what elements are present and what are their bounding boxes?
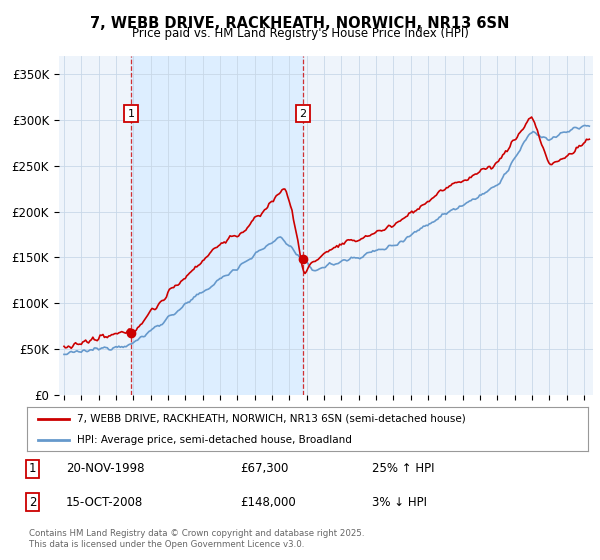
- Bar: [131, 56, 303, 395]
- Text: 2: 2: [29, 496, 36, 509]
- Text: £148,000: £148,000: [240, 496, 296, 509]
- Text: 1: 1: [29, 462, 36, 475]
- Text: 7, WEBB DRIVE, RACKHEATH, NORWICH, NR13 6SN: 7, WEBB DRIVE, RACKHEATH, NORWICH, NR13 …: [91, 16, 509, 31]
- Text: 7, WEBB DRIVE, RACKHEATH, NORWICH, NR13 6SN (semi-detached house): 7, WEBB DRIVE, RACKHEATH, NORWICH, NR13 …: [77, 414, 466, 424]
- Text: Price paid vs. HM Land Registry's House Price Index (HPI): Price paid vs. HM Land Registry's House …: [131, 27, 469, 40]
- Text: 3% ↓ HPI: 3% ↓ HPI: [372, 496, 427, 509]
- Text: Contains HM Land Registry data © Crown copyright and database right 2025.
This d: Contains HM Land Registry data © Crown c…: [29, 529, 364, 549]
- Text: 15-OCT-2008: 15-OCT-2008: [66, 496, 143, 509]
- Text: £67,300: £67,300: [240, 462, 289, 475]
- Text: 20-NOV-1998: 20-NOV-1998: [66, 462, 145, 475]
- Text: 25% ↑ HPI: 25% ↑ HPI: [372, 462, 434, 475]
- Text: HPI: Average price, semi-detached house, Broadland: HPI: Average price, semi-detached house,…: [77, 435, 352, 445]
- Text: 2: 2: [299, 109, 307, 119]
- Text: 1: 1: [128, 109, 135, 119]
